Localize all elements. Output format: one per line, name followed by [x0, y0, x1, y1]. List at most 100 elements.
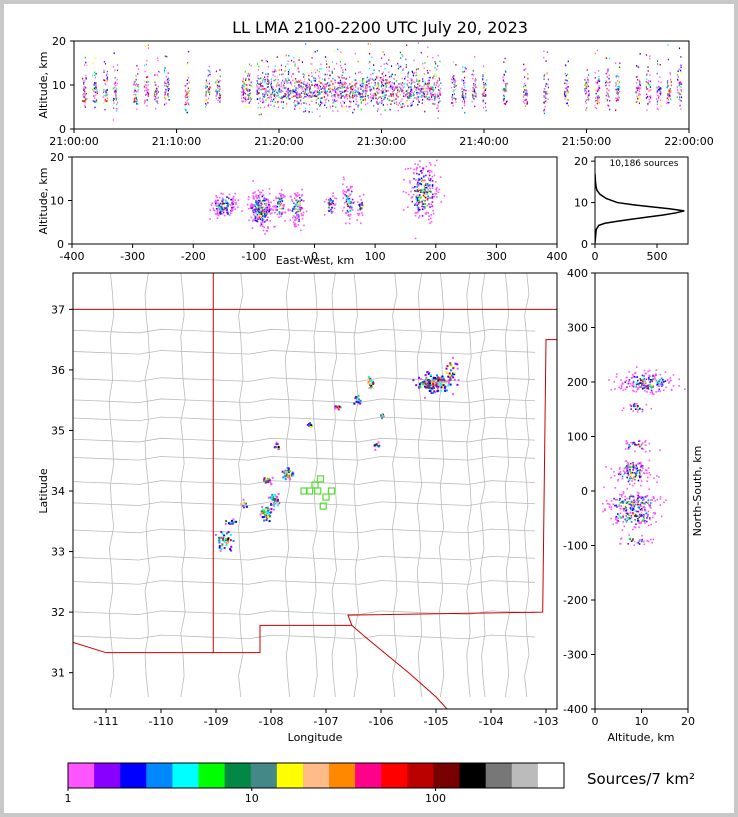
time-height-source — [163, 103, 166, 106]
ew-height-source — [293, 223, 296, 225]
ew-height-source — [361, 214, 364, 216]
time-height-source — [93, 90, 95, 93]
ns-height-source — [637, 494, 639, 497]
ew-height-source — [330, 199, 332, 201]
time-height-source — [94, 97, 96, 100]
time-height-source — [372, 97, 374, 100]
time-height-source — [345, 82, 347, 85]
time-height-source — [680, 100, 682, 102]
ew-height-source — [255, 207, 257, 209]
time-height-source — [326, 85, 328, 88]
time-height-source — [146, 88, 148, 91]
ew-height-source — [279, 208, 282, 210]
ns-height-source — [608, 506, 611, 508]
time-height-source — [256, 90, 258, 92]
ew-height-source — [416, 166, 418, 169]
time-height-source — [133, 99, 135, 101]
ns-height-source — [636, 406, 639, 409]
time-height-source — [216, 92, 219, 94]
ew-height-source — [225, 207, 228, 209]
time-height-source — [242, 80, 244, 83]
plan-view-source — [276, 498, 279, 501]
time-height-source — [375, 87, 378, 90]
ns-height-source — [642, 384, 645, 387]
time-height-source — [407, 95, 409, 97]
time-height-source — [299, 96, 301, 98]
time-height-source — [208, 89, 210, 92]
ns-height-source — [644, 469, 647, 471]
time-height-source — [314, 95, 316, 97]
time-height-source — [280, 83, 282, 85]
time-height-source — [306, 94, 308, 97]
time-height-source — [464, 95, 467, 97]
time-height-source — [329, 84, 331, 87]
time-height-source — [342, 69, 344, 71]
ew-height-source — [262, 229, 265, 232]
ns-height-source — [638, 520, 640, 522]
time-height-source — [452, 102, 454, 104]
ns-height-source — [642, 380, 644, 382]
time-height-source — [381, 73, 383, 75]
time-height-source — [316, 90, 319, 92]
time-height-source — [645, 97, 648, 99]
ew-height-source — [214, 204, 217, 206]
time-height-source — [260, 113, 262, 116]
time-height-source — [564, 90, 566, 93]
ew-height-source — [301, 193, 303, 196]
ns-height-source — [659, 390, 662, 392]
time-height-source — [337, 96, 339, 99]
time-height-source — [315, 83, 317, 86]
time-height-source — [304, 92, 306, 95]
time-height-source — [305, 85, 307, 88]
time-height-source — [329, 74, 331, 77]
time-height-source — [424, 90, 426, 93]
ew-height-source — [424, 174, 427, 177]
time-height-source — [666, 80, 669, 82]
ew-height-source — [264, 199, 266, 202]
time-height-source — [586, 110, 588, 113]
ew-height-source — [255, 210, 257, 213]
time-height-source — [143, 86, 146, 88]
time-height-source — [188, 50, 190, 53]
ns-height-source — [672, 385, 675, 387]
time-height-source — [438, 79, 441, 81]
time-height-source — [482, 75, 484, 78]
ew-height-source — [416, 186, 418, 188]
time-height-source — [543, 90, 545, 93]
time-height-source — [383, 91, 385, 94]
time-height-source — [244, 79, 247, 82]
ew-height-source — [428, 185, 431, 188]
time-height-source — [432, 86, 434, 89]
time-height-source — [283, 95, 286, 98]
time-height-source — [465, 93, 467, 95]
ew-height-source — [424, 182, 427, 185]
ew-height-source — [358, 204, 360, 206]
time-height-source — [86, 64, 88, 66]
ew-height-source — [220, 192, 222, 195]
time-height-source — [524, 84, 526, 87]
time-height-source — [303, 83, 305, 86]
ew-height-source — [278, 205, 281, 207]
ew-height-source — [421, 200, 423, 202]
plan-view-source — [372, 382, 375, 385]
ns-height-source — [636, 491, 639, 494]
time-height-source — [365, 92, 367, 94]
colorbar-cell — [381, 763, 408, 788]
ew-height-source — [250, 216, 253, 219]
time-height-source — [185, 94, 187, 97]
time-height-source — [134, 100, 136, 102]
time-height-source — [365, 84, 367, 86]
time-height-source — [338, 81, 340, 84]
time-height-source — [258, 77, 260, 80]
time-height-source — [145, 45, 147, 48]
plan-view-source — [448, 379, 451, 382]
plan-view-source — [266, 507, 269, 510]
time-height-source — [106, 76, 108, 78]
ns-height-source — [628, 538, 631, 540]
time-height-source — [106, 77, 108, 80]
time-height-source — [656, 63, 659, 65]
ew-height-source — [233, 206, 235, 208]
time-height-source — [598, 80, 601, 83]
ew-height-source — [247, 198, 250, 201]
time-height-source — [188, 95, 190, 98]
